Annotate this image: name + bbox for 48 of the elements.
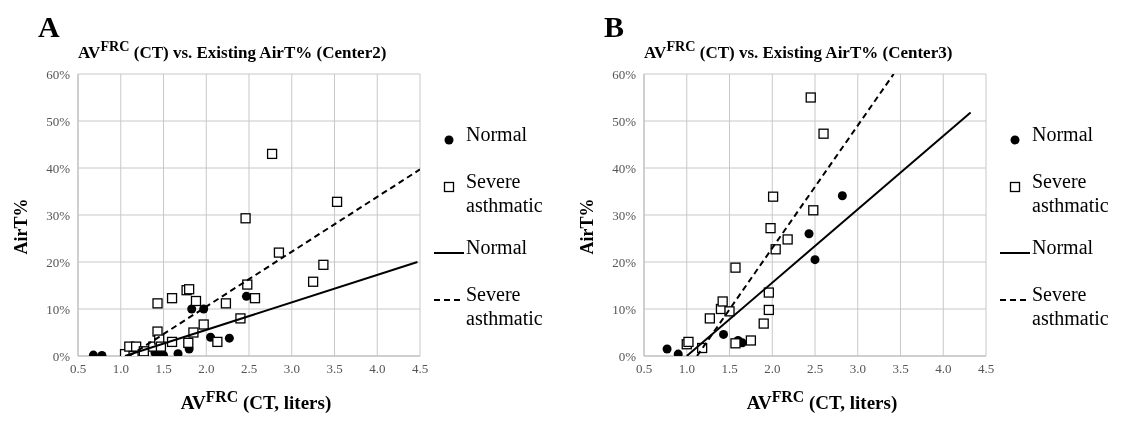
legend-label: Severe asthmatic [1032, 169, 1110, 217]
legend-label: Severe asthmatic [466, 282, 544, 330]
x-tick-label: 4.5 [977, 361, 995, 377]
y-tick-label: 40% [612, 160, 637, 176]
y-tick-label: 60% [612, 66, 637, 82]
y-tick-label: 30% [612, 207, 637, 223]
text: B [604, 10, 625, 44]
y-tick-label: 10% [612, 301, 637, 317]
y-axis-title: AirT% [576, 198, 598, 254]
legend-label: Severe asthmatic [466, 169, 544, 217]
legend-label: Normal [1032, 235, 1094, 259]
x-tick-label: 1.5 [155, 361, 172, 377]
x-tick-label: 4.0 [369, 361, 386, 377]
y-tick-label: 20% [612, 254, 637, 270]
y-tick-label: 0% [52, 348, 71, 364]
x-tick-label: 1.0 [678, 361, 695, 377]
y-axis-title: AirT% [10, 198, 32, 254]
legend-label: Normal [1032, 122, 1094, 146]
y-tick-label: 0% [618, 348, 637, 364]
x-tick-label: 3.5 [892, 361, 909, 377]
text: A [38, 10, 60, 44]
x-tick-label: 2.5 [806, 361, 824, 377]
x-tick-label: 0.5 [635, 361, 653, 377]
legend-label: Severe asthmatic [1032, 282, 1110, 330]
y-tick-label: 40% [46, 160, 71, 176]
x-tick-label: 4.0 [935, 361, 952, 377]
x-tick-label: 2.0 [764, 361, 781, 377]
y-tick-label: 60% [46, 66, 71, 82]
y-tick-label: 50% [46, 113, 71, 129]
x-tick-label: 0.5 [69, 361, 87, 377]
y-tick-label: 10% [46, 301, 71, 317]
legend-label: Normal [466, 235, 528, 259]
x-tick-label: 2.0 [198, 361, 215, 377]
chart-title: AV$^{FRC}$ (CT) vs. Existing AirT% (Center3) [644, 38, 953, 63]
y-tick-label: 20% [46, 254, 71, 270]
y-tick-label: 30% [46, 207, 71, 223]
x-tick-label: 4.5 [411, 361, 429, 377]
x-tick-label: 1.5 [721, 361, 738, 377]
x-tick-label: 3.0 [283, 361, 300, 377]
y-tick-label: 50% [612, 113, 637, 129]
x-tick-label: 3.0 [849, 361, 866, 377]
x-tick-label: 3.5 [326, 361, 343, 377]
x-axis-title: AV$^{FRC}$ (CT, liters) [745, 388, 899, 415]
x-tick-label: 2.5 [240, 361, 258, 377]
x-tick-label: 1.0 [112, 361, 129, 377]
legend-label: Normal [466, 122, 528, 146]
x-axis-title: AV$^{FRC}$ (CT, liters) [179, 388, 333, 415]
chart-title: AV$^{FRC}$ (CT) vs. Existing AirT% (Center2) [78, 38, 387, 63]
